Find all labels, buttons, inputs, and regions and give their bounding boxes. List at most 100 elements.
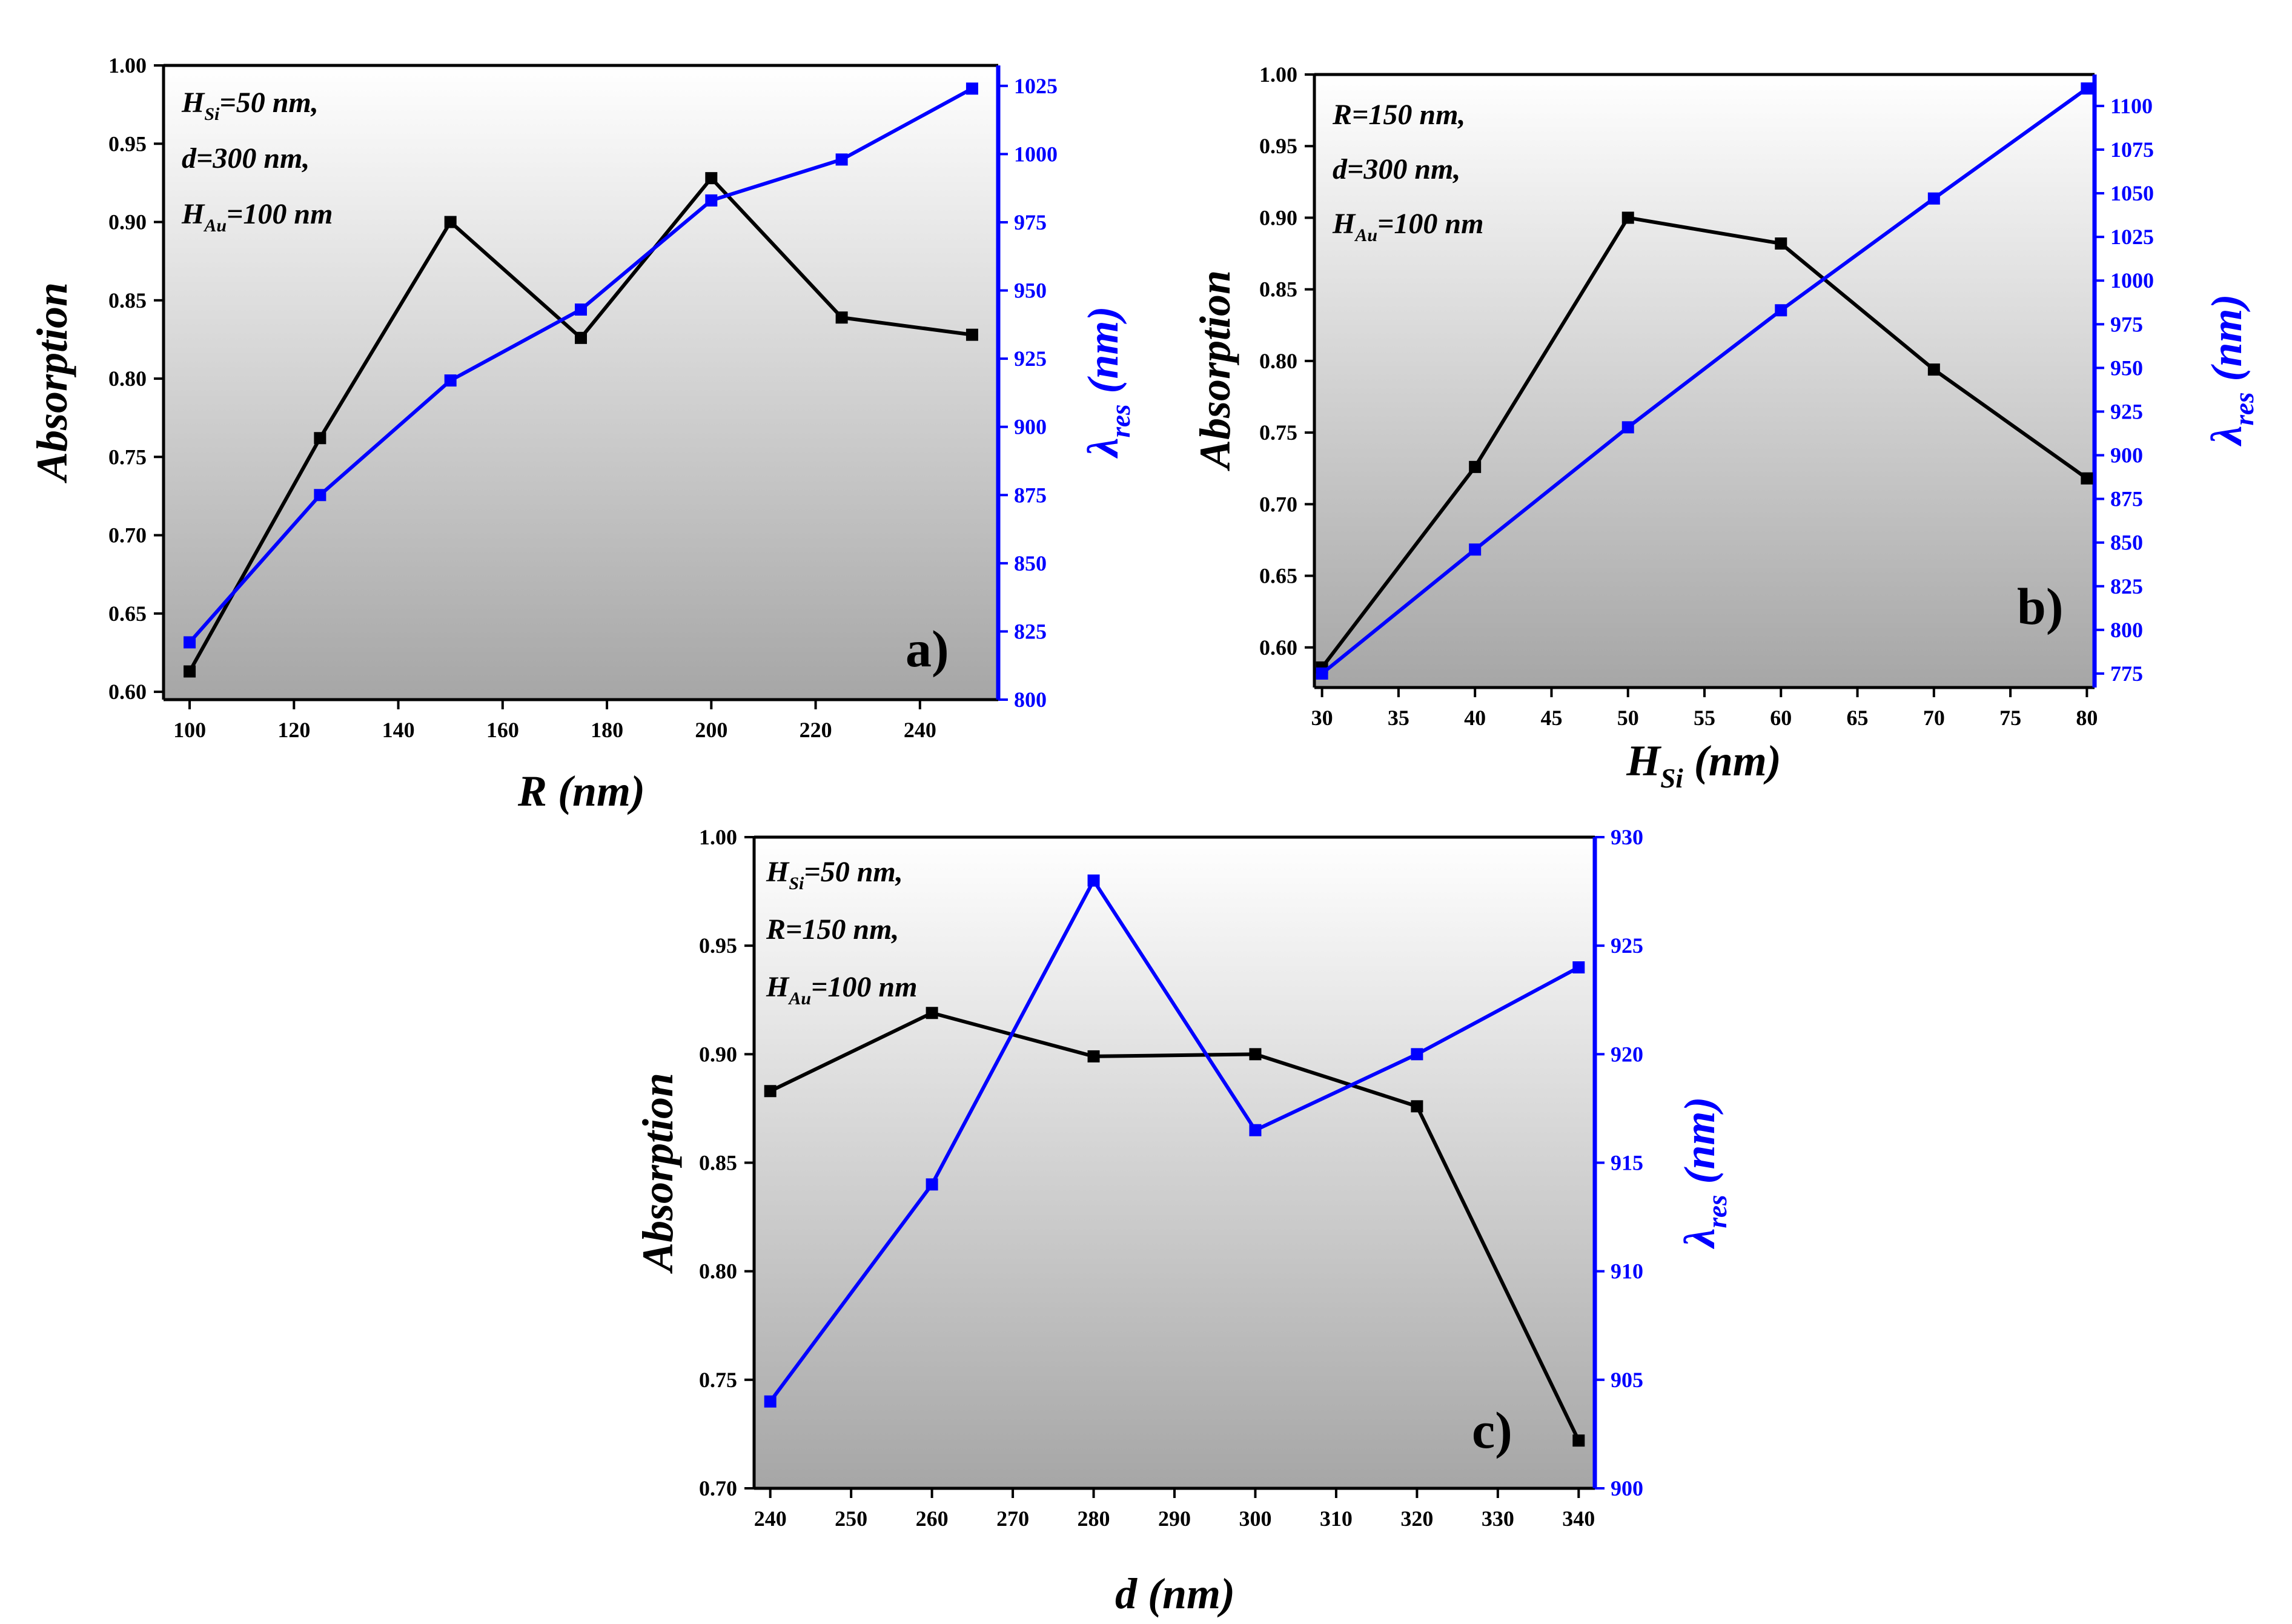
x-tick-label: 330: [1482, 1506, 1514, 1531]
lambda-res-point: [2081, 82, 2093, 95]
absorption-point: [1087, 1050, 1100, 1062]
annotation-line-rest: =100 nm: [227, 198, 333, 230]
absorption-point: [965, 328, 978, 341]
annotation-line: d=300 nm,: [1333, 153, 1460, 185]
x-tick-label: 270: [996, 1506, 1029, 1531]
y-right-tick-label: 925: [2110, 399, 2143, 423]
y-left-axis-title: Absorption: [634, 1073, 682, 1274]
y-right-tick-label: 930: [1611, 825, 1643, 849]
y-right-tick-label: 925: [1014, 346, 1047, 371]
y-left-tick-label: 0.70: [1259, 492, 1297, 516]
y-right-axis-title-sub: res: [1105, 405, 1136, 438]
x-tick-label: 40: [1464, 706, 1486, 730]
y-left-tick-label: 0.60: [1259, 635, 1297, 660]
annotation-line: HAu=100 nm: [1332, 208, 1483, 245]
y-right-axis-title-main: λ: [1079, 438, 1127, 459]
y-left-tick-label: 0.80: [699, 1259, 737, 1284]
y-right-axis-title-sub: res: [2229, 393, 2259, 426]
lambda-res-point: [1411, 1048, 1423, 1061]
x-tick-label: 260: [916, 1506, 949, 1531]
x-tick-label: 80: [2076, 706, 2098, 730]
lambda-res-series-line: [769, 877, 1580, 1403]
x-axis-title-main: d (nm): [1115, 1569, 1235, 1618]
absorption-point: [764, 1085, 777, 1098]
annotation-line: R=150 nm,: [1332, 99, 1465, 131]
absorption-point: [705, 172, 718, 185]
x-tick-label: 70: [1923, 706, 1945, 730]
y-right-tick-label: 800: [2110, 618, 2143, 642]
x-tick-label: 250: [835, 1506, 867, 1531]
y-right-tick-label: 900: [1014, 415, 1047, 439]
y-left-tick-label: 1.00: [108, 53, 147, 78]
y-right-tick-label: 850: [1014, 551, 1047, 575]
absorption-series-line: [769, 1011, 1581, 1442]
lambda-res-point: [1572, 961, 1585, 973]
y-left-tick-label: 1.00: [1259, 62, 1297, 87]
lambda-res-point: [965, 82, 978, 95]
lambda-res-point: [314, 489, 326, 502]
absorption-point: [1249, 1048, 1262, 1061]
y-left-tick-label: 0.80: [1259, 349, 1297, 373]
y-left-tick-label: 0.85: [1259, 277, 1297, 302]
y-right-tick-label: 975: [1014, 210, 1047, 234]
annotation-line: HSi=50 nm,: [766, 856, 903, 893]
y-right-tick-label: 905: [1611, 1368, 1643, 1392]
y-right-tick-label: 925: [1611, 933, 1643, 958]
y-left-tick-label: 0.90: [1259, 205, 1297, 230]
absorption-point: [314, 432, 326, 445]
x-axis-title-main: H: [1626, 737, 1661, 785]
x-axis-title-rest: (nm): [1683, 737, 1781, 785]
x-axis-title-sub: Si: [1660, 763, 1683, 794]
y-left-tick-label: 0.95: [1259, 134, 1297, 158]
annotation-line-rest: =100 nm: [811, 971, 917, 1003]
chart-panel-b: 30 35 40 45 50 55 60 65 70 75 80 0.60 0.65 0.70 0.75 0.…: [1191, 62, 2259, 794]
y-left-tick-label: 0.85: [699, 1151, 737, 1175]
annotation-line-main: H: [181, 87, 205, 119]
absorption-point: [926, 1007, 938, 1019]
annotation-line: HAu=100 nm: [766, 971, 917, 1009]
annotation-line: HAu=100 nm: [181, 198, 333, 236]
lambda-res-point: [764, 1395, 777, 1408]
y-left-tick-label: 1.00: [699, 825, 737, 849]
x-tick-label: 120: [277, 718, 310, 742]
chart-panel-c: 240 250 260 270 280 290 300 310 320 330 340 0.70 0.7…: [634, 825, 1732, 1618]
x-tick-label: 310: [1320, 1506, 1353, 1531]
lambda-res-point: [1316, 667, 1328, 680]
x-tick-label: 75: [1999, 706, 2021, 730]
y-right-tick-label: 900: [1611, 1476, 1643, 1500]
y-right-tick-label: 920: [1611, 1042, 1643, 1066]
lambda-res-point: [1621, 421, 1634, 434]
y-right-axis-title-main: λ: [1675, 1228, 1724, 1250]
y-right-tick-label: 1000: [2110, 268, 2154, 293]
lambda-res-point: [835, 153, 848, 166]
y-left-tick-label: 0.95: [108, 131, 147, 156]
annotation-line-main: R=150 nm,: [1332, 99, 1465, 131]
y-left-tick-label: 0.95: [699, 933, 737, 958]
x-tick-label: 220: [800, 718, 832, 742]
y-right-axis-title: λres (nm): [2202, 294, 2259, 447]
y-right-tick-label: 775: [2110, 661, 2143, 686]
absorption-point: [184, 665, 196, 678]
y-left-tick-label: 0.85: [108, 288, 147, 313]
y-left-tick-label: 0.75: [108, 445, 147, 469]
y-left-axis-title: Absorption: [28, 282, 76, 483]
y-left-tick-label: 0.70: [699, 1476, 737, 1500]
y-left-tick-label: 0.65: [108, 602, 147, 626]
absorption-point: [2081, 472, 2093, 485]
annotation-line-sub: Si: [789, 873, 804, 893]
y-left-tick-label: 0.75: [1259, 420, 1297, 445]
x-tick-label: 55: [1694, 706, 1715, 730]
x-tick-label: 320: [1400, 1506, 1433, 1531]
x-tick-label: 180: [591, 718, 623, 742]
x-tick-label: 160: [486, 718, 519, 742]
lambda-res-point: [705, 194, 718, 207]
absorption-point: [1411, 1100, 1423, 1113]
annotation-line-sub: Au: [1354, 225, 1377, 245]
annotation-line-main: H: [1332, 208, 1356, 240]
x-tick-label: 100: [173, 718, 206, 742]
absorption-point: [575, 331, 587, 344]
annotation-line-main: d=300 nm,: [1333, 153, 1460, 185]
y-right-tick-label: 915: [1611, 1151, 1643, 1175]
plot-background: [754, 837, 1595, 1488]
